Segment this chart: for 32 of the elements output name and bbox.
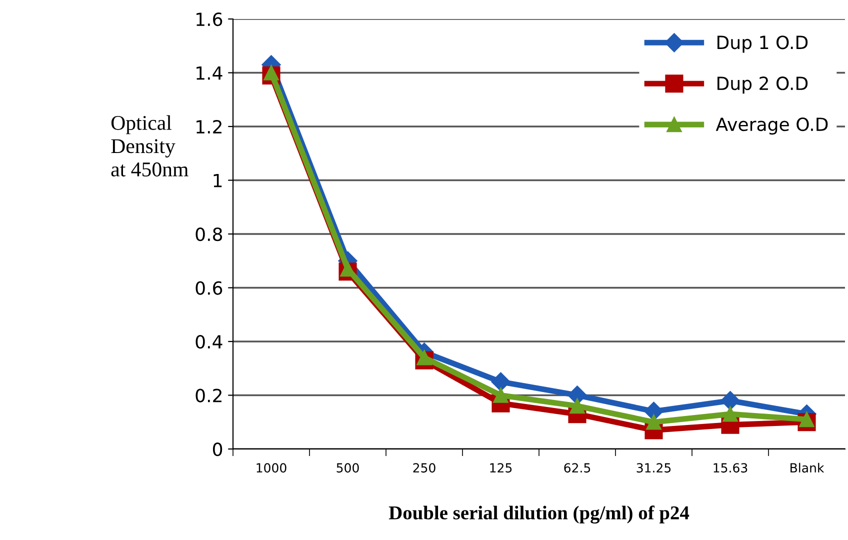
- y-tick-label: 0.6: [196, 281, 222, 295]
- x-tick-label: 500: [336, 463, 359, 473]
- y-tick-label: 1: [214, 174, 222, 188]
- y-tick-label: 1.2: [196, 120, 222, 134]
- legend-label: Average O.D: [716, 117, 828, 135]
- legend-label: Dup 2 O.D: [718, 76, 808, 94]
- point: [646, 414, 662, 430]
- y-axis-title: Optical Density at 450nm: [111, 115, 188, 176]
- point: [416, 350, 432, 366]
- x-tick-label: Blank: [790, 462, 824, 473]
- x-tick-label: 1000: [256, 463, 286, 473]
- point: [340, 261, 356, 277]
- x-tick-label: 15.63: [714, 463, 748, 473]
- point: [720, 391, 740, 410]
- y-tick-label: 1.6: [196, 12, 222, 26]
- legend-label: Dup 1 O.D: [718, 36, 808, 53]
- y-tick-label: 1.4: [196, 66, 222, 80]
- x-tick-label: 250: [413, 463, 436, 473]
- x-tick-label: 125: [490, 463, 512, 473]
- x-axis-title: Double serial dilution (pg/ml) of p24: [388, 506, 690, 524]
- y-tick-label: 0.8: [196, 227, 222, 242]
- point: [264, 65, 279, 80]
- x-tick-label: 31.25: [636, 463, 671, 473]
- point: [491, 372, 510, 392]
- point: [799, 412, 814, 428]
- point: [493, 388, 508, 403]
- point: [570, 398, 585, 414]
- y-tick-label: 0.4: [196, 334, 222, 349]
- y-tick-label: 0: [212, 442, 222, 456]
- point: [722, 406, 738, 422]
- y-tick-label: 0.2: [196, 388, 222, 402]
- x-tick-label: 62.5: [564, 463, 590, 473]
